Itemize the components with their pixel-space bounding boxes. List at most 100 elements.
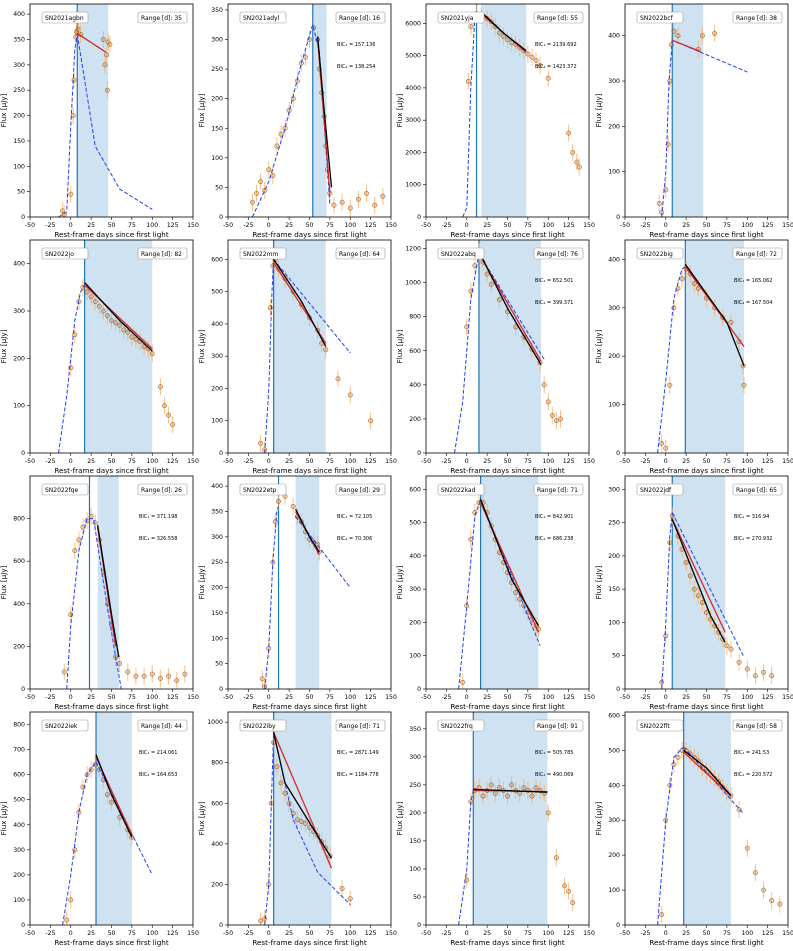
x-axis-label: Rest-frame days since first light <box>450 230 564 239</box>
sn-name: SN2022bcf <box>640 15 674 22</box>
x-tick-label: -25 <box>45 458 55 465</box>
x-tick-label: 0 <box>664 222 668 229</box>
data-point <box>96 303 102 309</box>
data-point <box>262 916 268 922</box>
x-tick-label: 150 <box>782 222 793 229</box>
y-tick-label: 0 <box>417 450 421 457</box>
x-tick-label: 50 <box>504 222 512 229</box>
x-tick-label: 50 <box>306 930 314 937</box>
y-tick-label: 250 <box>13 87 25 94</box>
x-tick-label: -50 <box>25 222 35 229</box>
x-tick-label: 125 <box>563 222 575 229</box>
data-point <box>761 887 767 893</box>
fit-window-shade <box>312 4 327 217</box>
sn-name: SN2022frq <box>441 723 473 730</box>
x-tick-label: -50 <box>620 694 630 701</box>
x-tick-label: 25 <box>285 930 293 937</box>
x-tick-label: 75 <box>723 458 731 465</box>
data-point <box>129 334 135 340</box>
bic2-label: BIC₂ = 326.558 <box>139 536 177 542</box>
x-tick-label: 50 <box>306 694 314 701</box>
x-tick-label: 75 <box>128 930 136 937</box>
x-tick-label: 50 <box>504 458 512 465</box>
data-point <box>679 276 685 282</box>
sn-name-box: SN2021agbn <box>41 11 89 24</box>
data-point <box>691 586 697 592</box>
y-tick-label: 400 <box>608 33 620 40</box>
data-point <box>468 24 474 30</box>
rise-fit-curve <box>264 732 275 925</box>
x-tick-label: -25 <box>45 930 55 937</box>
fit-window-shade <box>685 240 744 453</box>
y-tick-label: 400 <box>409 553 421 560</box>
y-tick-label: 300 <box>608 78 620 85</box>
x-tick-label: 25 <box>682 930 690 937</box>
data-point <box>75 26 81 32</box>
fit-window-shade <box>672 4 704 217</box>
x-tick-label: -50 <box>620 930 630 937</box>
y-tick-label: 150 <box>409 838 421 845</box>
x-tick-label: 75 <box>524 222 532 229</box>
data-point <box>254 190 259 196</box>
fit-window-shade <box>96 712 132 925</box>
y-tick-label: 400 <box>409 382 421 389</box>
broken-fit-line <box>473 788 548 793</box>
decay-fit-curve <box>76 34 153 210</box>
sn-name-box: SN2022etp <box>239 483 287 496</box>
bic2-label: BIC₂ = 164.653 <box>139 772 177 778</box>
x-tick-label: -25 <box>640 694 650 701</box>
x-tick-label: 25 <box>483 694 491 701</box>
rise-fit-curve <box>661 512 673 689</box>
y-tick-label: 100 <box>13 403 25 410</box>
y-axis-label: Flux [μJy] <box>197 93 206 127</box>
broken-fit-line <box>317 36 333 188</box>
y-tick-label: 400 <box>13 261 25 268</box>
y-tick-label: 300 <box>13 62 25 69</box>
x-axis-label: Rest-frame days since first light <box>649 230 763 239</box>
sn-name: SN2022iby <box>243 723 276 730</box>
x-tick-label: 25 <box>87 222 95 229</box>
data-point <box>574 159 580 165</box>
data-point <box>545 810 551 816</box>
y-tick-label: 200 <box>13 643 25 650</box>
range-box: Range [d]: 91 <box>533 719 584 732</box>
linear-fit-line <box>683 751 732 797</box>
x-tick-label: -50 <box>223 694 233 701</box>
x-tick-label: -25 <box>441 458 451 465</box>
data-point <box>752 673 758 679</box>
x-tick-label: -25 <box>441 222 451 229</box>
panel-SN2022bcf: -50 -25 0 25 50 75 100 125 150 0 100 200 300 400 Rest-… <box>594 3 793 239</box>
x-tick-label: 75 <box>326 222 334 229</box>
data-point <box>380 193 386 199</box>
x-tick-label: 0 <box>267 930 271 937</box>
range-label: Range [d]: 38 <box>736 15 777 22</box>
data-point <box>278 131 284 137</box>
x-tick-label: 100 <box>146 694 158 701</box>
x-tick-label: 50 <box>108 222 116 229</box>
range-box: Range [d]: 71 <box>533 483 584 496</box>
axes-frame <box>29 3 194 218</box>
data-point <box>347 896 353 902</box>
data-point <box>464 877 470 883</box>
data-point <box>282 125 288 131</box>
data-point <box>728 646 734 652</box>
data-point <box>104 87 110 93</box>
range-box: Range [d]: 55 <box>533 11 584 24</box>
x-axis-label: Rest-frame days since first light <box>450 702 564 711</box>
x-tick-label: -50 <box>25 458 35 465</box>
rise-fit-curve <box>264 506 279 689</box>
x-tick-label: 100 <box>146 458 158 465</box>
x-tick-label: 100 <box>542 930 554 937</box>
x-tick-label: -50 <box>421 694 431 701</box>
data-point <box>687 573 693 579</box>
y-tick-label: 0 <box>417 686 421 693</box>
range-box: Range [d]: 35 <box>137 11 188 24</box>
data-point <box>170 422 176 428</box>
x-tick-label: 0 <box>69 222 73 229</box>
y-tick-label: 400 <box>211 321 223 328</box>
x-axis-label: Rest-frame days since first light <box>252 466 366 475</box>
bic1-label: BIC₁ = 72.105 <box>337 514 372 520</box>
fit-window-shade <box>84 240 153 453</box>
y-tick-label: 600 <box>409 348 421 355</box>
